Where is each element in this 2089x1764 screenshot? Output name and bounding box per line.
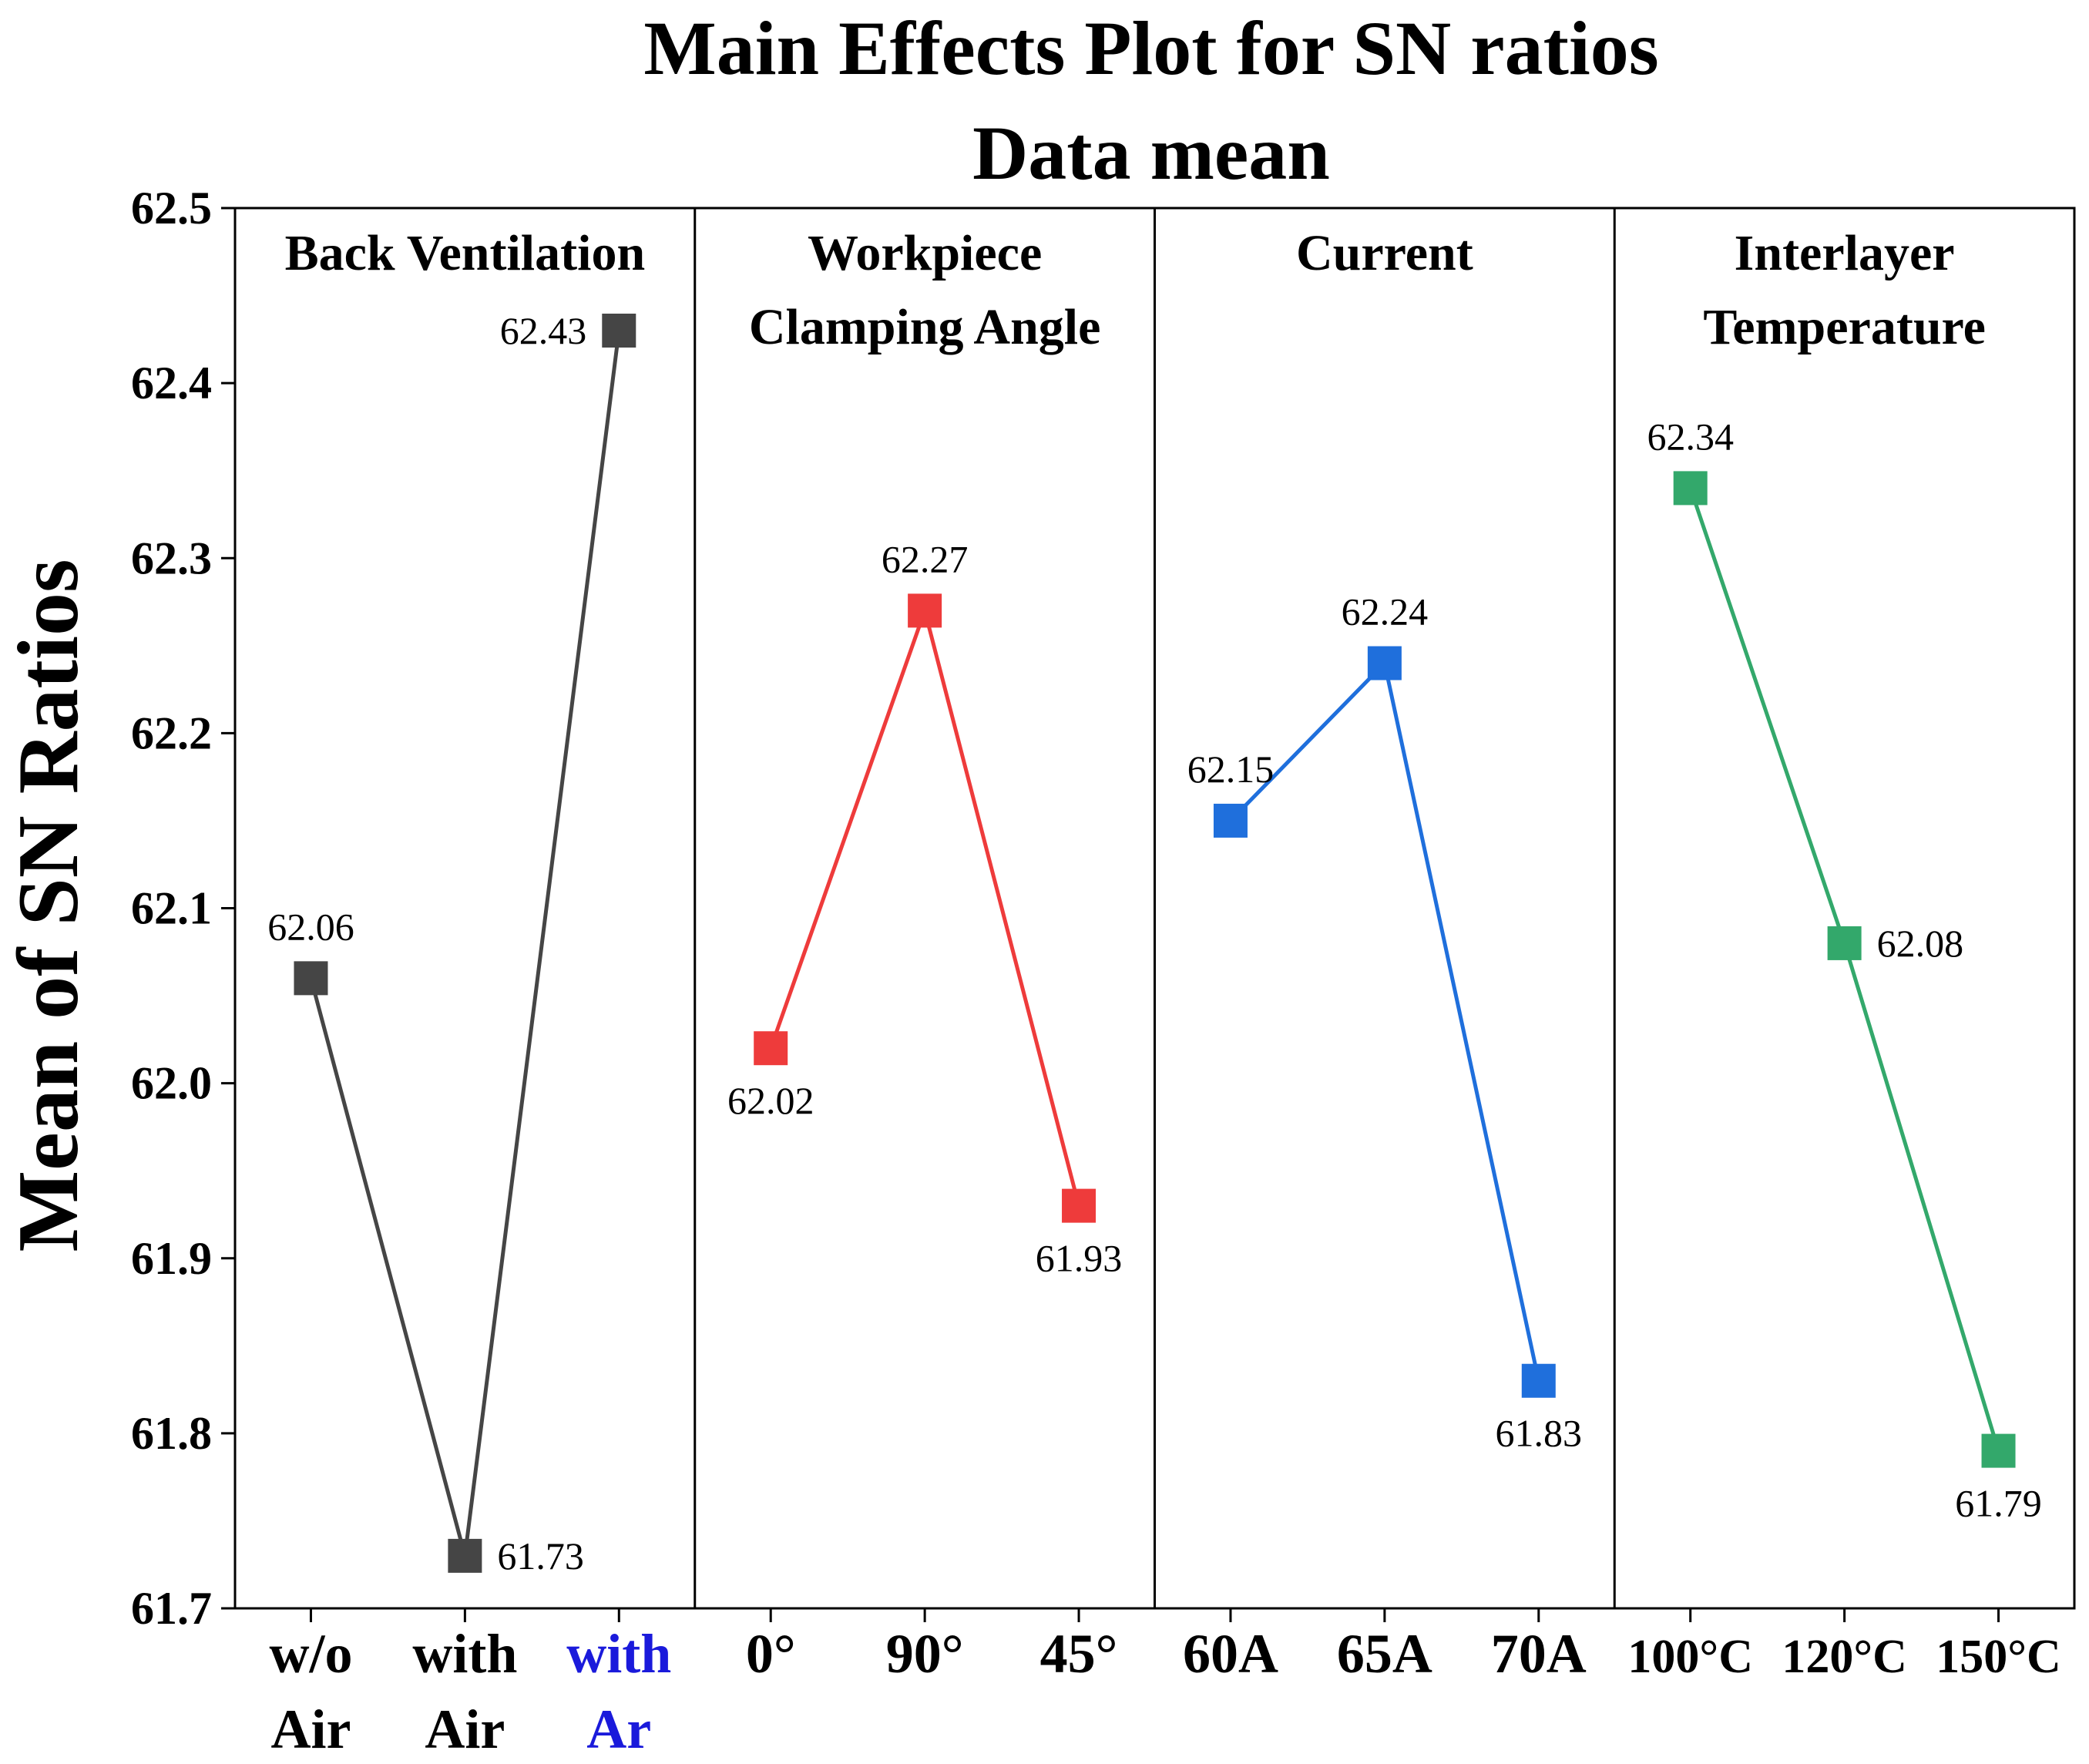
data-label: 62.34 — [1647, 415, 1734, 458]
data-label: 62.06 — [267, 905, 354, 948]
data-point-marker — [1981, 1433, 2016, 1468]
data-point-marker — [1062, 1188, 1097, 1223]
y-tick-label: 62.5 — [131, 183, 212, 234]
x-tick-label: 65A — [1337, 1623, 1432, 1685]
data-point-marker — [1213, 803, 1248, 838]
data-label: 61.73 — [497, 1534, 584, 1578]
series-line — [309, 330, 621, 1557]
data-point-marker — [1521, 1363, 1556, 1398]
y-tick-label: 62.1 — [131, 883, 212, 934]
data-point-marker — [754, 1031, 788, 1066]
x-tick-label: 90° — [886, 1623, 964, 1685]
data-label: 62.27 — [882, 537, 969, 580]
x-tick-label: with — [566, 1623, 671, 1685]
y-tick-label: 62.2 — [131, 707, 212, 758]
series-line — [1688, 487, 2000, 1452]
data-label: 62.08 — [1877, 922, 1964, 965]
chart-subtitle: Data mean — [972, 110, 1330, 196]
data-label: 61.93 — [1036, 1237, 1123, 1280]
x-tick-label: 60A — [1183, 1623, 1278, 1685]
y-tick-label: 62.4 — [131, 358, 212, 408]
x-tick-label: 100°C — [1627, 1631, 1753, 1683]
y-tick-label: 62.0 — [131, 1058, 212, 1109]
y-tick-label: 61.8 — [131, 1408, 212, 1459]
data-point-marker — [1367, 646, 1402, 680]
chart-title: Main Effects Plot for SN ratios — [643, 5, 1658, 91]
data-point-marker — [448, 1538, 482, 1573]
x-tick-label: 70A — [1491, 1623, 1587, 1685]
panel-interlayer-temperature: Interlayer Temperature 62.34 100°C 62.08 120°… — [1613, 208, 2061, 1683]
y-axis-label: Mean of SN Ratios — [1, 559, 96, 1252]
data-point-marker — [908, 593, 942, 628]
x-tick-label: with — [412, 1623, 517, 1685]
series-line — [1229, 659, 1541, 1382]
data-label: 62.15 — [1187, 748, 1275, 791]
plot-area: 61.7 61.8 61.9 62.0 62.1 62.2 62.3 62.4 62.5 Back… — [131, 183, 2076, 1760]
y-tick-label: 61.7 — [131, 1583, 212, 1634]
panel-title: Back Ventilation — [285, 225, 646, 281]
series-line — [768, 603, 1081, 1207]
x-tick-label: Air — [425, 1698, 505, 1760]
x-tick-label: 120°C — [1782, 1631, 1907, 1683]
y-tick-label: 61.9 — [131, 1233, 212, 1284]
x-tick-label: Air — [270, 1698, 351, 1760]
x-tick-label: 45° — [1040, 1623, 1118, 1685]
data-label: 62.43 — [500, 309, 587, 352]
data-point-marker — [294, 961, 328, 996]
y-tick-label: 62.3 — [131, 533, 212, 583]
data-label: 61.83 — [1496, 1412, 1583, 1455]
data-label: 61.79 — [1955, 1482, 2042, 1525]
data-point-marker — [1673, 471, 1708, 506]
panel-title: Workpiece — [808, 225, 1042, 281]
panel-title: Temperature — [1703, 299, 1986, 355]
x-tick-label: 150°C — [1936, 1631, 2061, 1683]
panel-workpiece-clamping-angle: Workpiece Clamping Angle 62.02 0° 62.27 90° 61… — [694, 208, 1123, 1685]
data-label: 62.24 — [1342, 590, 1429, 633]
panel-current: Current 62.15 60A 62.24 65A 61.83 70A — [1154, 208, 1587, 1685]
data-point-marker — [602, 313, 636, 348]
panel-title: Clamping Angle — [749, 299, 1101, 355]
data-point-marker — [1827, 926, 1862, 960]
x-tick-label: w/o — [269, 1623, 352, 1685]
panel-title: Interlayer — [1735, 225, 1955, 281]
panel-title: Current — [1296, 225, 1473, 281]
data-label: 62.02 — [727, 1079, 814, 1122]
panel-back-ventilation: Back Ventilation 62.06 w/o Air 61.73 with Air 6… — [267, 225, 671, 1760]
x-tick-label: 0° — [746, 1623, 796, 1685]
x-tick-label: Ar — [586, 1698, 651, 1760]
